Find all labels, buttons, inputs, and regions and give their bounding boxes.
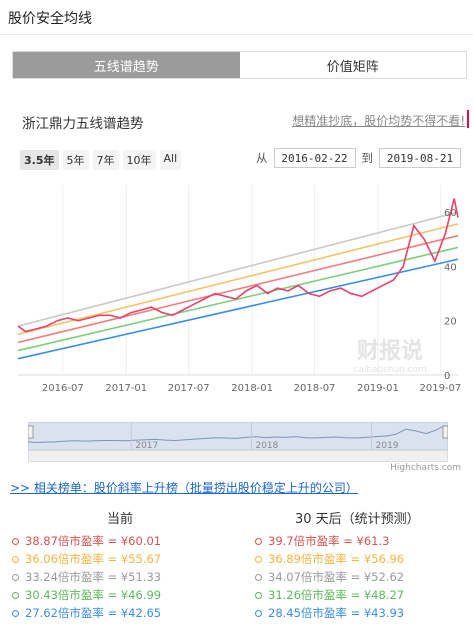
- forecast-value-row: 28.45倍市盈率 = ¥43.93: [255, 604, 404, 622]
- tab-value-matrix[interactable]: 价值矩阵: [239, 52, 466, 78]
- current-value-row: 36.06倍市盈率 = ¥55.67: [12, 550, 161, 568]
- range-selector: 3.5年 5年 7年 10年 All: [20, 150, 182, 170]
- circle-icon: [255, 609, 262, 617]
- date-to-label: 到: [361, 151, 374, 165]
- navigator-series: [28, 425, 448, 444]
- five-line-chart: 0 20 40 60 2016-07 2017-01 2017-07 2018-01 2018-…: [17, 185, 462, 394]
- watermark: 财报说: [357, 338, 423, 364]
- date-from-input[interactable]: [273, 148, 356, 168]
- forecast-value-text: 39.7倍市盈率 = ¥61.3: [268, 534, 390, 548]
- range-button-10y[interactable]: 10年: [122, 150, 156, 170]
- forecast-values: 39.7倍市盈率 = ¥61.3 36.89倍市盈率 = ¥56.96 34.07倍…: [255, 532, 404, 622]
- forecast-value-row: 31.26倍市盈率 = ¥48.27: [255, 586, 404, 604]
- circle-icon: [255, 591, 262, 599]
- price-line: [17, 198, 459, 333]
- range-button-7y[interactable]: 7年: [92, 150, 119, 170]
- band-line: [17, 234, 459, 344]
- band-line: [17, 246, 459, 352]
- forecast-header: 30 天后（统计预测）: [295, 512, 420, 527]
- forecast-value-row: 34.07倍市盈率 = ¥52.62: [255, 568, 404, 586]
- x-tick-label: 2019-01: [357, 383, 399, 394]
- current-value-row: 33.24倍市盈率 = ¥51.33: [12, 568, 161, 586]
- current-values: 38.87倍市盈率 = ¥60.01 36.06倍市盈率 = ¥55.67 33.2…: [12, 532, 161, 622]
- x-tick-label: 2017-01: [105, 383, 147, 394]
- y-tick-label: 0: [444, 371, 450, 382]
- current-value-text: 33.24倍市盈率 = ¥51.33: [25, 570, 162, 584]
- range-button-all[interactable]: All: [159, 150, 182, 170]
- header-divider: [0, 34, 473, 35]
- navigator-tick-label: 2019: [376, 441, 399, 451]
- band-line: [17, 223, 459, 336]
- circle-icon: [255, 555, 262, 563]
- highcharts-credit[interactable]: Highcharts.com: [390, 463, 461, 473]
- circle-icon: [12, 537, 19, 545]
- promo-link[interactable]: 想精准抄底，股价均势不得不看!: [292, 114, 465, 128]
- navigator-tick-label: 2017: [135, 441, 158, 451]
- circle-icon: [255, 537, 262, 545]
- chart-navigator[interactable]: 2017 2018 2019: [28, 422, 448, 460]
- x-tick-label: 2018-07: [294, 383, 336, 394]
- current-value-text: 30.43倍市盈率 = ¥46.99: [25, 588, 162, 602]
- circle-icon: [12, 609, 19, 617]
- watermark-sub: caibaoshuo.com: [353, 365, 426, 375]
- y-tick-label: 20: [444, 317, 457, 328]
- forecast-value-text: 36.89倍市盈率 = ¥56.96: [268, 552, 405, 566]
- promo-accent: [467, 110, 469, 128]
- chart-title: 浙江鼎力五线谱趋势: [22, 116, 144, 132]
- forecast-value-row: 36.89倍市盈率 = ¥56.96: [255, 550, 404, 568]
- tab-five-line-trend[interactable]: 五线谱趋势: [13, 52, 240, 78]
- forecast-value-text: 28.45倍市盈率 = ¥43.93: [268, 606, 405, 620]
- current-value-row: 30.43倍市盈率 = ¥46.99: [12, 586, 161, 604]
- tab-bar: 五线谱趋势 价值矩阵: [12, 51, 467, 79]
- y-tick-label: 40: [444, 262, 457, 273]
- x-tick-label: 2017-07: [168, 383, 210, 394]
- y-tick-label: 60: [444, 208, 457, 219]
- circle-icon: [12, 573, 19, 581]
- date-from-label: 从: [256, 151, 268, 165]
- circle-icon: [12, 591, 19, 599]
- current-value-text: 27.62倍市盈率 = ¥42.65: [25, 606, 162, 620]
- range-button-5y[interactable]: 5年: [62, 150, 89, 170]
- page-title: 股价安全均线: [8, 11, 92, 27]
- forecast-value-text: 31.26倍市盈率 = ¥48.27: [268, 588, 405, 602]
- current-value-row: 27.62倍市盈率 = ¥42.65: [12, 604, 161, 622]
- range-button-3-5y[interactable]: 3.5年: [20, 150, 59, 170]
- forecast-value-text: 34.07倍市盈率 = ¥52.62: [268, 570, 405, 584]
- x-tick-label: 2019-07: [420, 383, 462, 394]
- date-to-input[interactable]: [379, 148, 461, 168]
- band-line: [17, 258, 459, 360]
- band-line: [17, 211, 459, 327]
- current-header: 当前: [107, 512, 134, 527]
- current-value-text: 36.06倍市盈率 = ¥55.67: [25, 552, 162, 566]
- x-tick-label: 2016-07: [42, 383, 84, 394]
- circle-icon: [12, 555, 19, 563]
- current-value-row: 38.87倍市盈率 = ¥60.01: [12, 532, 161, 550]
- date-range: 从 到: [256, 148, 461, 168]
- related-ranking-link[interactable]: >> 相关榜单：股价斜率上升榜（批量捞出股价稳定上升的公司）: [10, 481, 358, 495]
- x-tick-label: 2018-01: [231, 383, 273, 394]
- current-value-text: 38.87倍市盈率 = ¥60.01: [25, 534, 162, 548]
- navigator-tick-label: 2018: [255, 441, 278, 451]
- navigator-left-handle: [28, 425, 34, 439]
- navigator-scrollbar[interactable]: [28, 450, 448, 462]
- navigator-right-handle: [442, 425, 448, 439]
- forecast-value-row: 39.7倍市盈率 = ¥61.3: [255, 532, 404, 550]
- circle-icon: [255, 573, 262, 581]
